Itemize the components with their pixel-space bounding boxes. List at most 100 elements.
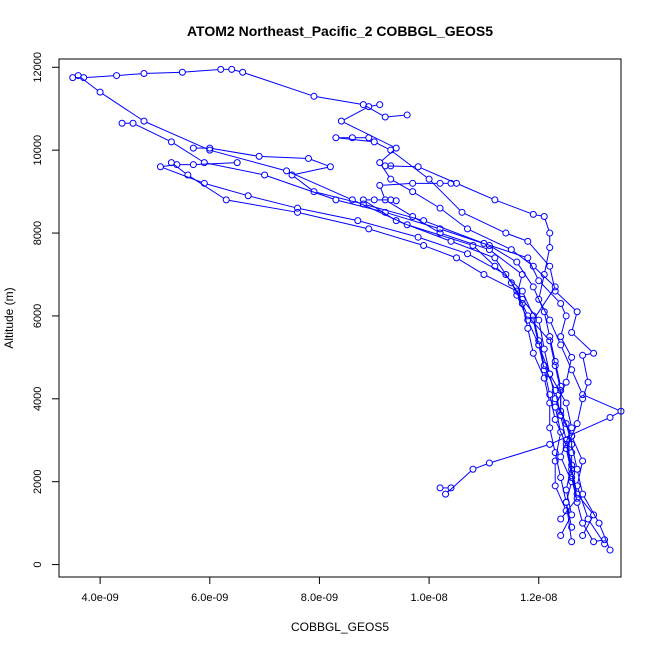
series-line-segment: [544, 351, 550, 372]
data-point: [447, 237, 455, 245]
data-point: [546, 440, 554, 448]
series-line-segment: [566, 360, 572, 380]
data-point: [239, 68, 247, 76]
data-point: [332, 134, 340, 142]
data-point: [326, 163, 334, 171]
data-point: [551, 416, 559, 424]
data-point: [546, 391, 554, 399]
data-point: [535, 277, 543, 285]
x-tick-label: 8.0e-09: [301, 592, 338, 604]
series-line-segment: [557, 292, 576, 311]
data-point: [557, 453, 565, 461]
series-line-segment: [555, 434, 561, 459]
series-line-segment: [572, 438, 582, 459]
series-line-segment: [398, 221, 449, 241]
series-line-segment: [491, 246, 515, 261]
y-tick-label: 2000: [32, 469, 44, 493]
data-point: [551, 283, 559, 291]
series-line-segment: [577, 505, 583, 521]
data-point: [304, 154, 312, 162]
series-8: [376, 179, 576, 546]
data-point: [617, 407, 625, 415]
data-point: [381, 196, 389, 204]
series-line-segment: [392, 151, 428, 178]
data-point: [381, 113, 389, 121]
data-point: [376, 159, 384, 167]
data-point: [546, 370, 554, 378]
data-point: [535, 295, 543, 303]
series-line-segment: [469, 254, 504, 274]
data-point: [524, 324, 532, 332]
series-line-segment: [536, 214, 542, 217]
series-line-segment: [387, 201, 411, 216]
series-line-segment: [365, 201, 394, 220]
data-point: [359, 196, 367, 204]
data-point: [348, 134, 356, 142]
series-6: [332, 134, 598, 523]
data-point: [189, 161, 197, 169]
series-line-segment: [300, 212, 366, 229]
data-point: [447, 179, 455, 187]
series-line-segment: [528, 322, 539, 343]
data-point: [453, 179, 461, 187]
data-point: [513, 287, 521, 295]
data-point: [524, 312, 532, 320]
series-line-segment: [80, 76, 99, 91]
series-line-segment: [549, 376, 556, 396]
series-line-segment: [380, 164, 390, 177]
data-point: [518, 270, 526, 278]
series-line-segment: [566, 405, 572, 425]
data-point: [529, 316, 537, 324]
series-line-segment: [544, 314, 550, 334]
series-line-segment: [146, 71, 180, 74]
series-line-segment: [469, 229, 509, 249]
data-point: [568, 424, 576, 432]
data-point: [590, 538, 598, 546]
data-point: [485, 459, 493, 467]
data-point: [540, 362, 548, 370]
data-point: [409, 188, 417, 196]
data-point: [551, 395, 559, 403]
x-tick-label: 4.0e-09: [81, 592, 118, 604]
series-line-segment: [571, 472, 577, 492]
data-point: [551, 358, 559, 366]
data-point: [540, 345, 548, 353]
data-point: [573, 498, 581, 506]
series-line-segment: [539, 301, 549, 318]
series-10: [167, 159, 609, 546]
series-line-segment: [566, 484, 572, 500]
data-point: [365, 225, 373, 233]
series-line-segment: [527, 331, 534, 351]
data-point: [579, 395, 587, 403]
x-axis: 4.0e-09 6.0e-09 8.0e-09 1.0e-08 1.2e-08: [81, 576, 557, 604]
series-line-segment: [475, 463, 487, 469]
series-line-segment: [566, 447, 572, 467]
data-point: [524, 254, 532, 262]
data-point: [491, 262, 499, 270]
series-line-segment: [549, 430, 556, 450]
data-point: [546, 229, 554, 237]
data-point: [189, 144, 197, 152]
data-point: [436, 229, 444, 237]
data-point: [573, 465, 581, 473]
data-point: [392, 197, 400, 205]
data-point: [425, 175, 433, 183]
data-point: [540, 366, 548, 374]
data-point: [557, 411, 565, 419]
data-point: [557, 532, 565, 540]
series-line-segment: [555, 422, 566, 442]
series-line-segment: [492, 444, 548, 463]
data-point: [403, 221, 411, 229]
x-tick-label: 1.2e-08: [520, 592, 557, 604]
data-point: [595, 519, 603, 527]
y-tick-label: 4000: [32, 387, 44, 411]
series-line-segment: [387, 212, 438, 229]
data-point: [178, 68, 186, 76]
series-line-segment: [486, 275, 515, 291]
data-point: [420, 241, 428, 249]
data-point: [568, 474, 576, 482]
data-point: [557, 333, 565, 341]
data-point: [513, 291, 521, 299]
series-line-segment: [549, 339, 556, 359]
